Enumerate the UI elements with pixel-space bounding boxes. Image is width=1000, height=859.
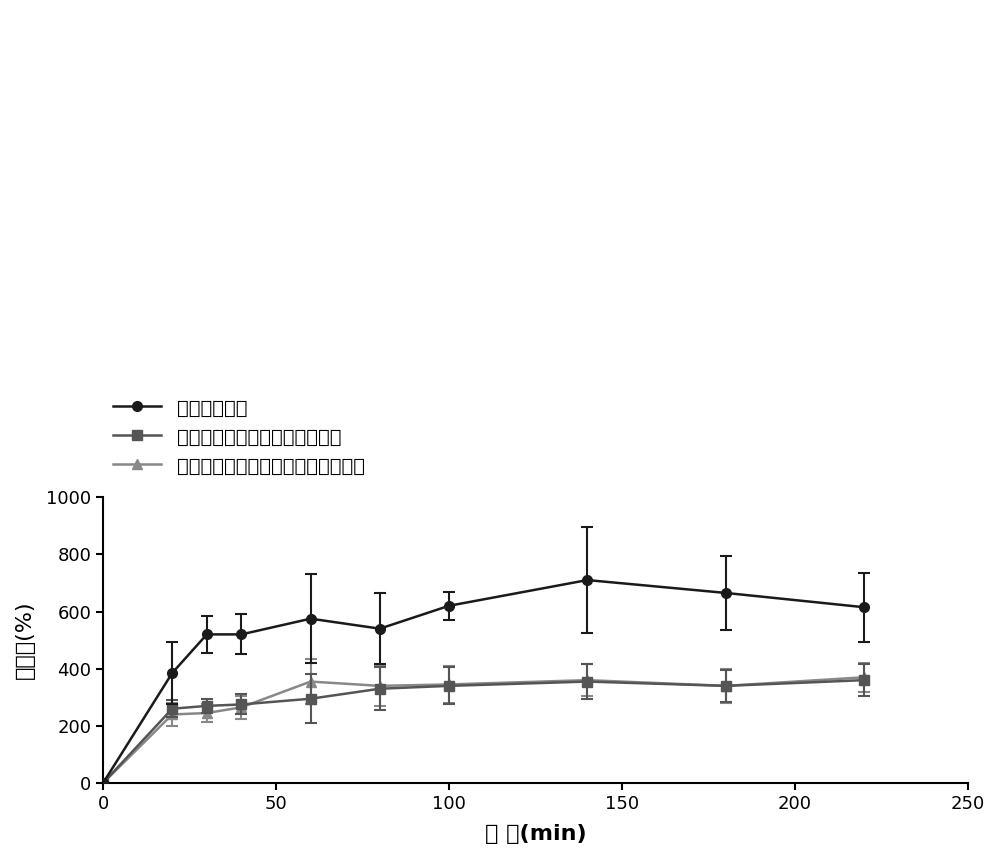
Y-axis label: 溶胀率(%): 溶胀率(%) <box>15 600 35 679</box>
X-axis label: 时 间(min): 时 间(min) <box>485 824 586 844</box>
Legend: 冻干的藕支架, 裹覆壳聚糖的藕的组织工程支架, 裹覆交联壳聚糖的藕的组织工程支架: 冻干的藕支架, 裹覆壳聚糖的藕的组织工程支架, 裹覆交联壳聚糖的藕的组织工程支架 <box>113 399 365 476</box>
